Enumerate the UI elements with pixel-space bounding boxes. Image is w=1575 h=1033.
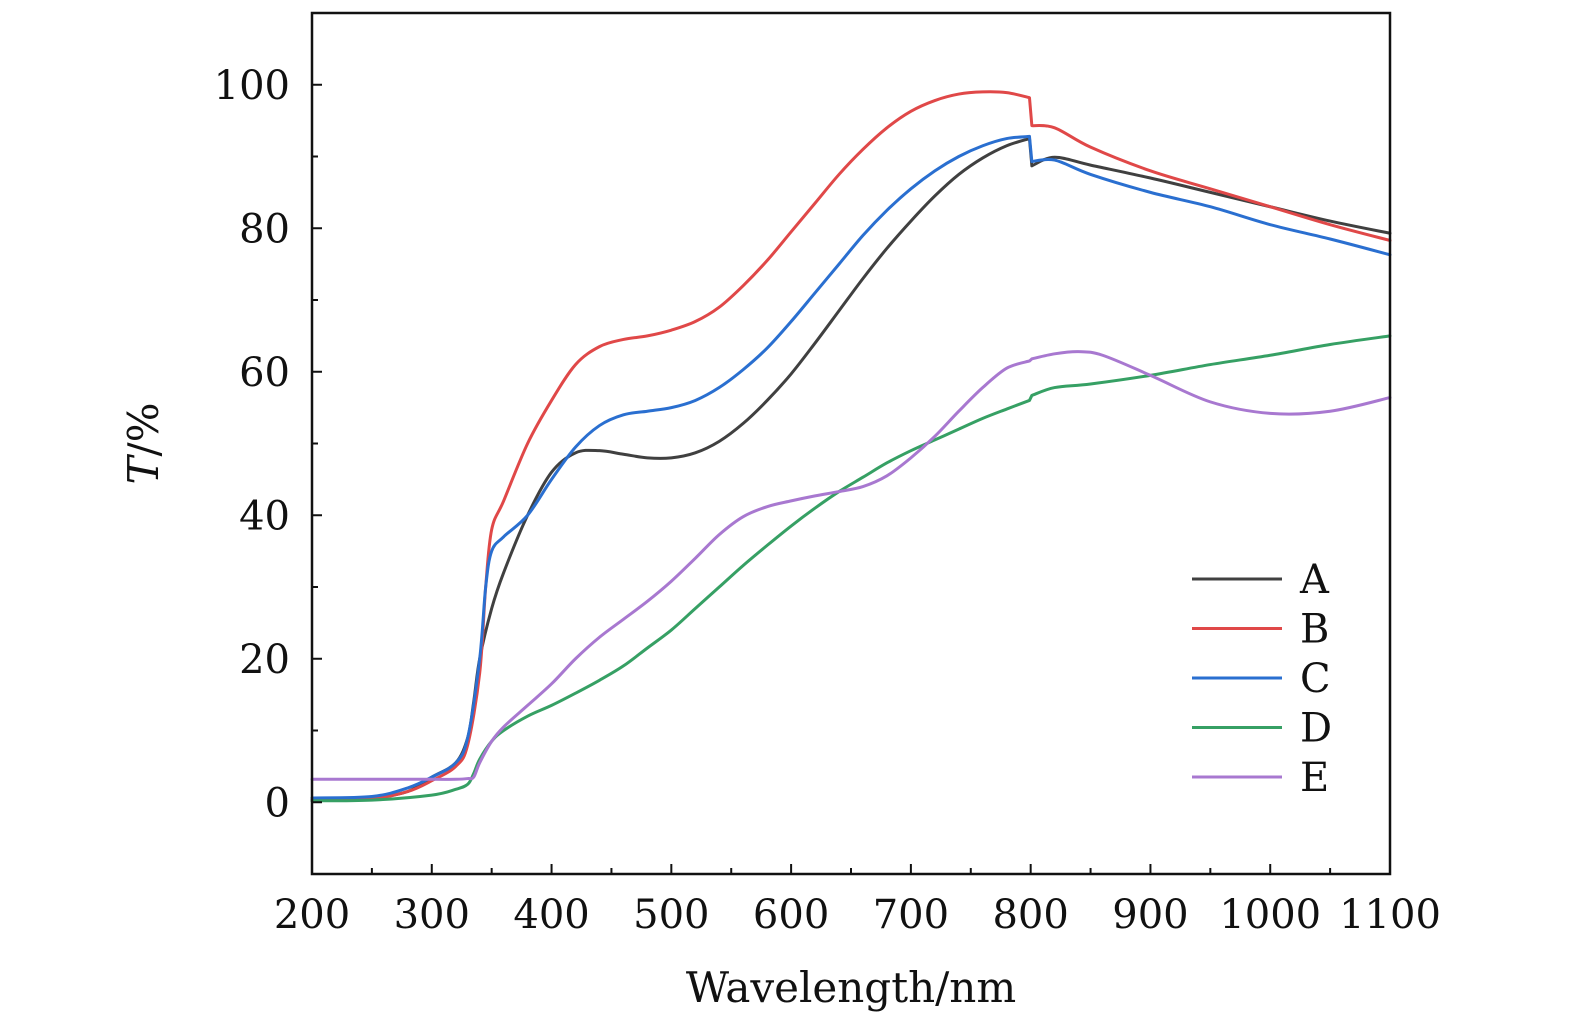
- x-tick-label-800: 800: [992, 892, 1068, 938]
- x-tick-label-600: 600: [753, 892, 829, 938]
- x-tick-label-400: 400: [513, 892, 589, 938]
- y-tick-label-60: 60: [239, 350, 290, 396]
- series-line-E: [310, 350, 1392, 781]
- series-line-C: [310, 134, 1392, 800]
- x-axis-title: Wavelength/nm: [686, 963, 1016, 1012]
- x-tick-label-900: 900: [1112, 892, 1188, 938]
- x-tick-label-500: 500: [633, 892, 709, 938]
- legend-label-A: A: [1299, 557, 1330, 603]
- y-tick-label-40: 40: [239, 493, 290, 539]
- x-tick-label-700: 700: [873, 892, 949, 938]
- x-tick-label-200: 200: [274, 892, 350, 938]
- legend-label-D: D: [1300, 706, 1332, 752]
- ticks-layer: 200 300 400 500 600 700 800 900 1000 1100 0 20 40 60 8…: [214, 63, 1441, 938]
- x-tick-label-300: 300: [394, 892, 470, 938]
- series-line-D: [310, 334, 1392, 803]
- y-tick-label-80: 80: [239, 206, 290, 252]
- y-axis-title: T/%: [119, 402, 168, 484]
- y-tick-label-100: 100: [214, 63, 290, 109]
- series-layer: [310, 90, 1392, 803]
- legend-label-B: B: [1300, 607, 1329, 653]
- y-tick-label-20: 20: [239, 637, 290, 683]
- y-axis-title-italic: T: [119, 454, 168, 485]
- legend-label-C: C: [1300, 656, 1331, 702]
- y-tick-label-0: 0: [265, 780, 290, 826]
- legend-label-E: E: [1300, 755, 1329, 801]
- y-axis-title-unit: /%: [119, 402, 168, 456]
- x-tick-label-1000: 1000: [1219, 892, 1321, 938]
- x-tick-label-1100: 1100: [1339, 892, 1441, 938]
